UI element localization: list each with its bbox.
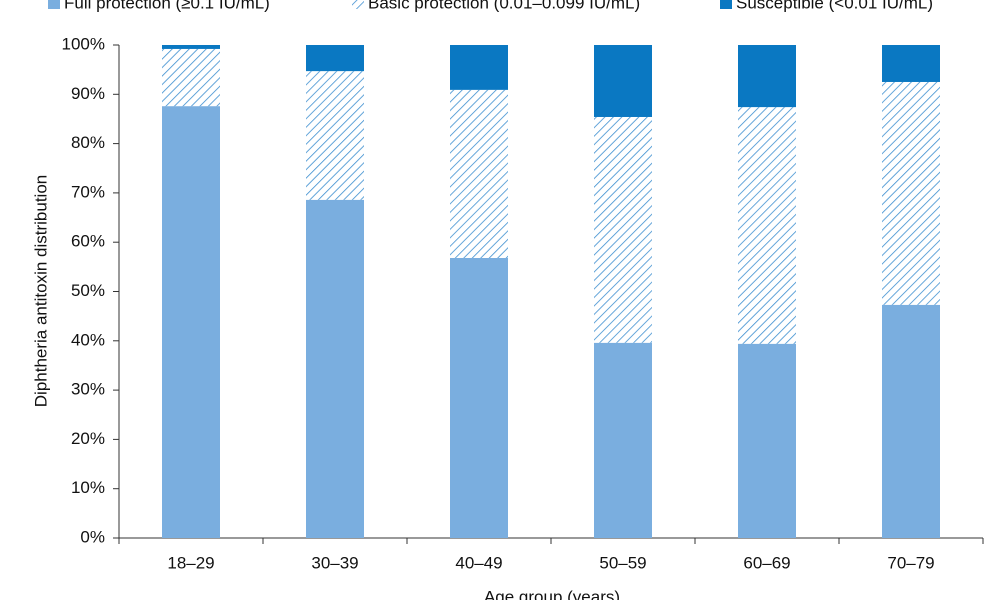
y-tick-label: 90% <box>71 84 105 103</box>
bar-segment <box>738 45 796 108</box>
legend-label: Full protection (≥0.1 IU/mL) <box>64 0 270 12</box>
y-tick-label: 40% <box>71 330 105 349</box>
y-tick-label: 70% <box>71 182 105 201</box>
bar-segment <box>450 89 508 258</box>
bar-segment <box>450 257 508 538</box>
y-tick-label: 50% <box>71 281 105 300</box>
bar-segment <box>882 304 940 538</box>
legend-swatch <box>352 0 364 9</box>
y-axis-title: Diphtheria antitoxin distribution <box>31 175 50 407</box>
bar-segment <box>882 81 940 305</box>
bar-segment <box>162 45 220 49</box>
bar-segment <box>594 342 652 538</box>
x-tick-label: 40–49 <box>455 553 502 572</box>
y-tick-label: 10% <box>71 478 105 497</box>
bar-segment <box>162 48 220 107</box>
bar-segment <box>738 107 796 344</box>
y-tick-label: 20% <box>71 429 105 448</box>
bar-segment <box>450 45 508 90</box>
x-tick-label: 50–59 <box>599 553 646 572</box>
bar-segment <box>306 199 364 538</box>
bar-segment <box>738 343 796 538</box>
bar-segment <box>594 116 652 343</box>
x-tick-label: 30–39 <box>311 553 358 572</box>
x-axis-title: Age group (years) <box>484 587 620 600</box>
x-tick-label: 18–29 <box>167 553 214 572</box>
y-tick-label: 0% <box>80 527 105 546</box>
bar-segment <box>594 45 652 117</box>
y-tick-label: 60% <box>71 232 105 251</box>
bar-segment <box>306 71 364 200</box>
bar-segment <box>306 45 364 72</box>
x-tick-label: 60–69 <box>743 553 790 572</box>
legend-swatch <box>720 0 732 9</box>
y-tick-label: 100% <box>62 34 105 53</box>
legend-label: Basic protection (0.01–0.099 IU/mL) <box>368 0 640 12</box>
legend-label: Susceptible (<0.01 IU/mL) <box>736 0 933 12</box>
y-tick-label: 80% <box>71 133 105 152</box>
x-tick-label: 70–79 <box>887 553 934 572</box>
y-tick-label: 30% <box>71 380 105 399</box>
bar-segment <box>882 45 940 82</box>
bar-segment <box>162 106 220 538</box>
legend-swatch <box>48 0 60 9</box>
